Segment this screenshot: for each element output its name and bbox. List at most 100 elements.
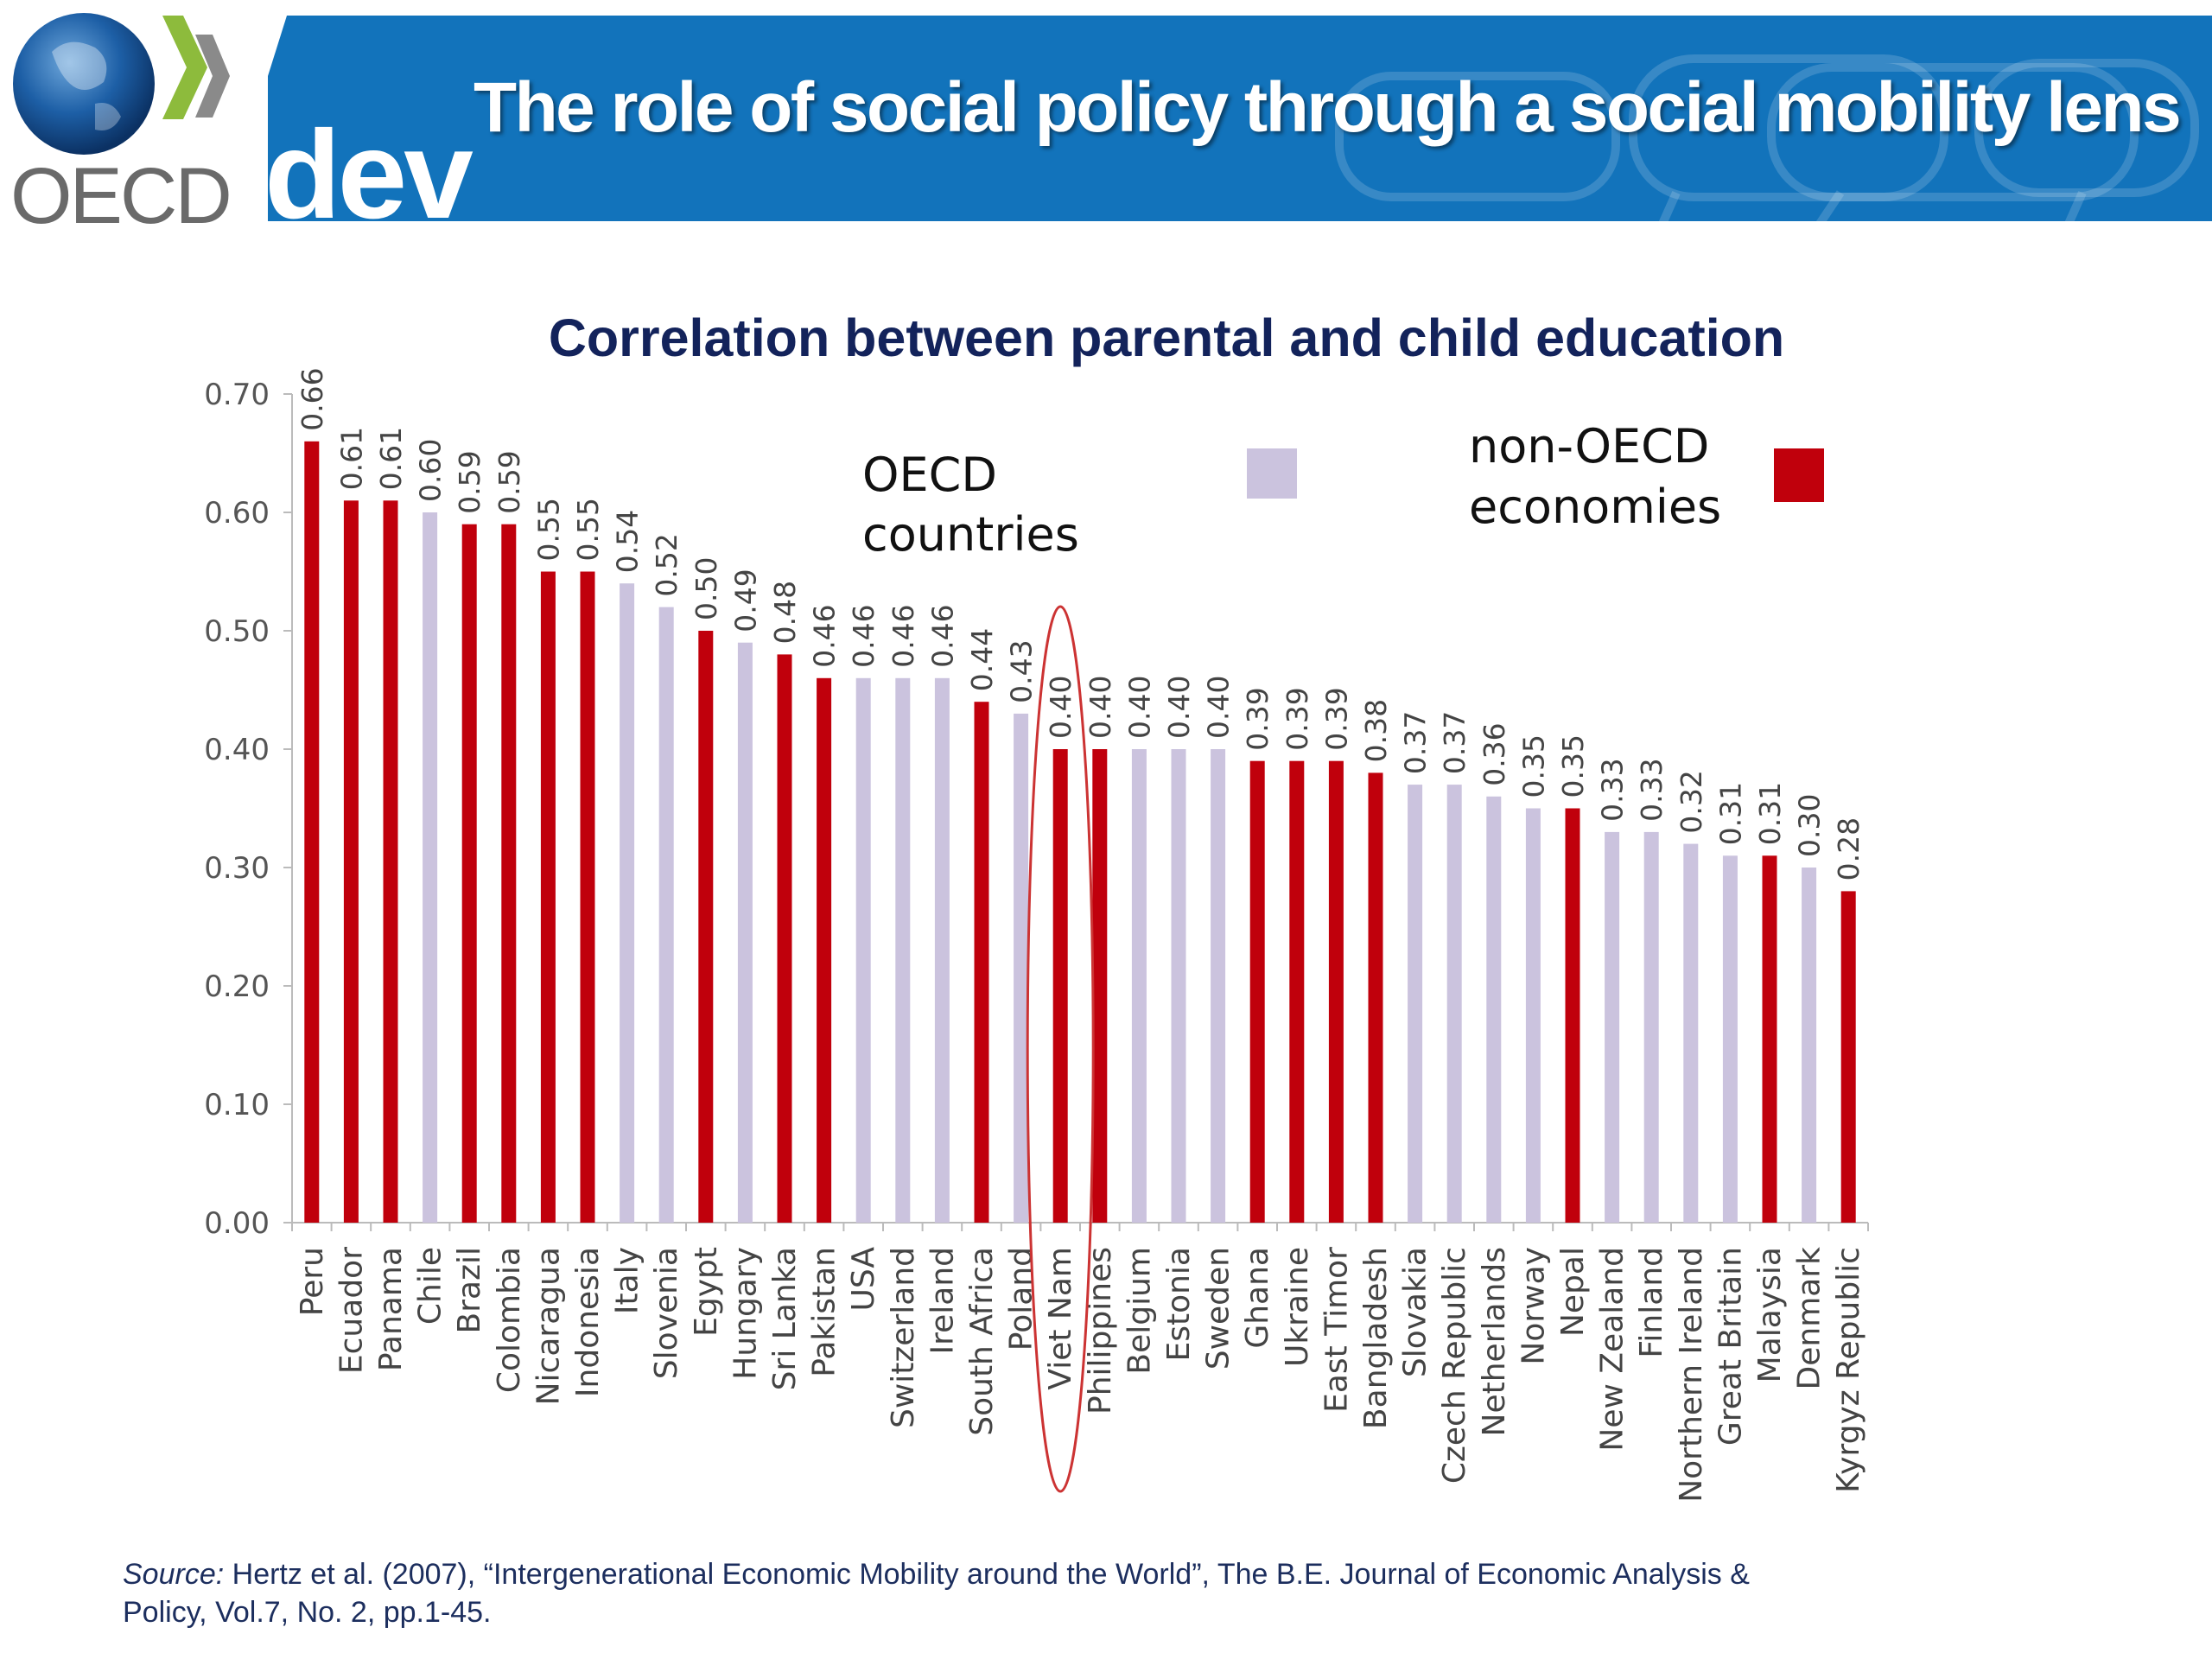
category-label: Slovakia <box>1398 1247 1433 1377</box>
bar <box>934 677 950 1223</box>
data-label: 0.31 <box>1713 782 1747 845</box>
data-label: 0.48 <box>768 581 802 644</box>
oecd-logo-text: OECD <box>10 152 232 240</box>
source-text: Hertz et al. (2007), “Intergenerational … <box>123 1558 1750 1629</box>
highlight-ellipse <box>1026 605 1095 1493</box>
bar <box>777 654 792 1223</box>
category-label: Ukraine <box>1280 1247 1315 1367</box>
data-label: 0.61 <box>334 427 368 490</box>
data-label: 0.31 <box>1753 782 1787 845</box>
category-label: Colombia <box>492 1247 527 1393</box>
data-label: 0.32 <box>1675 770 1708 833</box>
category-label: Switzerland <box>886 1247 921 1428</box>
data-label: 0.40 <box>1044 676 1077 739</box>
category-label: Chile <box>413 1247 448 1325</box>
data-label: 0.39 <box>1241 687 1274 750</box>
bar-chart: Correlation between parental and child e… <box>204 308 1869 1503</box>
bar <box>1446 785 1462 1223</box>
bar <box>1683 843 1699 1223</box>
category-label: Pakistan <box>807 1247 842 1377</box>
category-label: New Zealand <box>1595 1247 1630 1452</box>
bar <box>1289 760 1305 1223</box>
category-label: Nicaragua <box>531 1247 566 1405</box>
bar <box>1605 831 1620 1223</box>
legend-oecd-label-line1: OECD <box>862 448 997 502</box>
data-label: 0.40 <box>1122 676 1156 739</box>
bar <box>1408 785 1423 1223</box>
category-label: Sweden <box>1201 1247 1236 1370</box>
data-label: 0.61 <box>374 427 408 490</box>
category-label: USA <box>846 1247 881 1312</box>
bar <box>1052 749 1068 1223</box>
bar <box>304 441 320 1223</box>
data-label: 0.33 <box>1635 758 1669 821</box>
data-label: 0.37 <box>1438 711 1471 774</box>
category-label: Estonia <box>1161 1247 1197 1362</box>
bar <box>1249 760 1265 1223</box>
bar <box>1014 713 1029 1223</box>
bar <box>1802 868 1817 1223</box>
bar <box>1131 749 1147 1223</box>
category-label: Viet Nam <box>1043 1247 1078 1390</box>
category-label: Northern Ireland <box>1674 1247 1709 1503</box>
y-tick-label: 0.50 <box>204 614 270 649</box>
data-label: 0.35 <box>1516 734 1550 798</box>
data-label: 0.60 <box>414 439 448 502</box>
data-label: 0.40 <box>1084 676 1117 739</box>
y-tick-label: 0.00 <box>204 1206 270 1241</box>
legend-nonoecd-label-line1: non-OECD <box>1469 419 1709 474</box>
y-tick-label: 0.30 <box>204 851 270 886</box>
category-label: Italy <box>610 1247 645 1314</box>
data-label: 0.46 <box>887 604 920 667</box>
bar <box>1368 772 1383 1223</box>
bar <box>1525 808 1541 1223</box>
bar <box>1092 749 1108 1223</box>
data-label: 0.38 <box>1359 699 1393 762</box>
header-banner <box>268 16 2212 221</box>
bar <box>343 500 359 1223</box>
bar <box>658 607 674 1223</box>
chart-title: Correlation between parental and child e… <box>549 308 1784 367</box>
dev-logo-text: dev <box>264 105 474 245</box>
category-label: Hungary <box>728 1247 763 1380</box>
category-label: Great Britain <box>1713 1247 1748 1446</box>
category-label: Egypt <box>689 1247 724 1337</box>
category-label: Malaysia <box>1752 1247 1788 1382</box>
oecd-logo <box>13 13 230 155</box>
category-label: Belgium <box>1122 1247 1157 1375</box>
data-label: 0.33 <box>1596 758 1630 821</box>
page-title: The role of social policy through a soci… <box>474 68 2182 147</box>
legend-oecd-swatch <box>1247 448 1297 499</box>
bar <box>1643 831 1659 1223</box>
category-label: Bangladesh <box>1358 1247 1394 1429</box>
data-label: 0.46 <box>925 604 959 667</box>
y-tick-label: 0.20 <box>204 969 270 1004</box>
category-label: Ireland <box>925 1247 960 1355</box>
bar <box>1486 796 1502 1223</box>
category-label: Finland <box>1634 1247 1669 1358</box>
data-label: 0.55 <box>531 498 565 561</box>
y-tick-label: 0.70 <box>204 378 270 412</box>
source-note: Source: Hertz et al. (2007), “Intergener… <box>123 1555 1764 1631</box>
data-label: 0.44 <box>965 628 999 691</box>
category-label: Ecuador <box>334 1247 369 1374</box>
y-tick-label: 0.60 <box>204 496 270 531</box>
category-label: Denmark <box>1792 1247 1827 1390</box>
data-label: 0.59 <box>453 450 486 513</box>
bar <box>540 571 556 1223</box>
category-label: Sri Lanka <box>767 1247 803 1390</box>
bar <box>737 642 753 1223</box>
bar <box>1211 749 1226 1223</box>
data-label: 0.50 <box>690 557 723 620</box>
data-label: 0.54 <box>611 510 645 573</box>
data-label: 0.43 <box>1005 639 1039 702</box>
bar <box>620 583 635 1223</box>
legend-nonoecd-swatch <box>1774 448 1824 502</box>
category-label: Indonesia <box>570 1247 606 1397</box>
chevron-icon <box>195 35 230 118</box>
speech-bubbles-decoration <box>1335 54 2199 221</box>
category-label: South Africa <box>964 1247 1000 1436</box>
category-label: Kyrgyz Republic <box>1831 1247 1866 1493</box>
data-label: 0.49 <box>728 569 762 632</box>
globe-icon <box>13 13 155 155</box>
